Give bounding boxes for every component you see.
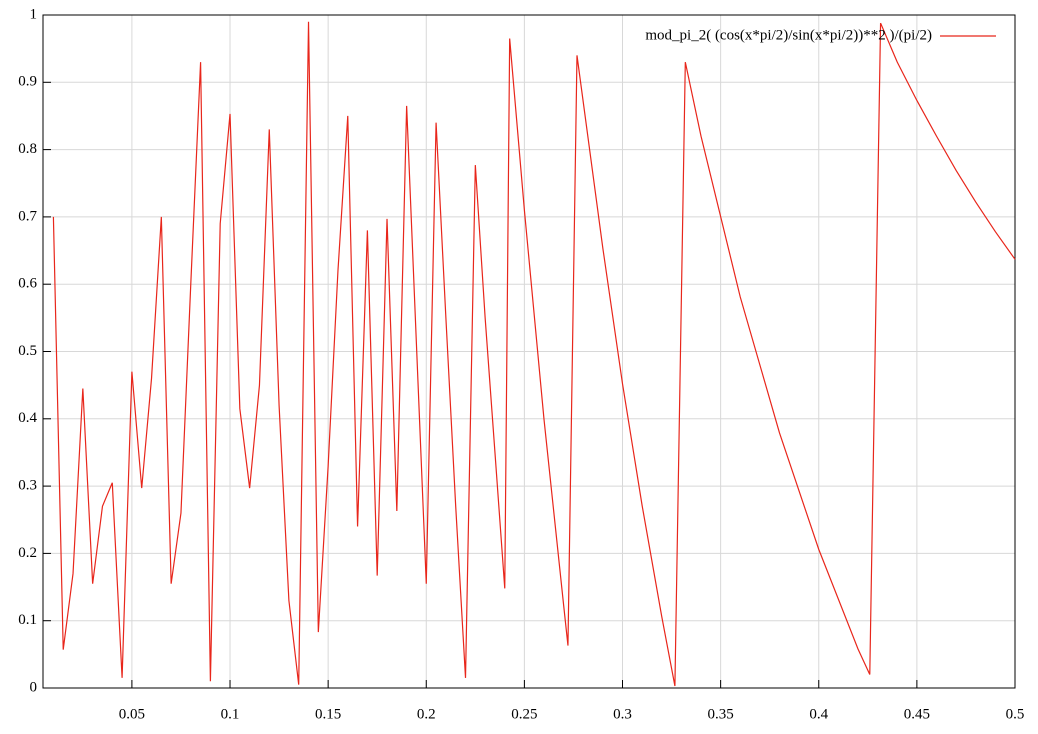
x-tick-label: 0.2 xyxy=(417,706,436,722)
x-tick-label: 0.05 xyxy=(119,706,145,722)
data-line xyxy=(52,21,1016,687)
x-tick-label: 0.15 xyxy=(315,706,341,722)
x-tick-label: 0.5 xyxy=(1006,706,1025,722)
x-tick-label: 0.3 xyxy=(613,706,632,722)
y-tick-label: 0.5 xyxy=(18,343,37,359)
plot-border xyxy=(42,14,1016,689)
y-tick-label: 0.3 xyxy=(18,478,37,494)
y-tick-label: 0.8 xyxy=(18,141,37,157)
x-tick-label: 0.25 xyxy=(511,706,537,722)
x-tick-label: 0.1 xyxy=(221,706,240,722)
y-tick-label: 0.9 xyxy=(18,74,37,90)
y-tick-label: 0.6 xyxy=(18,276,37,292)
x-tick-label: 0.45 xyxy=(904,706,930,722)
y-tick-label: 0.2 xyxy=(18,545,37,561)
y-tick-label: 0 xyxy=(30,679,38,695)
x-tick-label: 0.4 xyxy=(809,706,828,722)
y-tick-label: 0.7 xyxy=(18,208,37,224)
x-tick-label: 0.35 xyxy=(708,706,734,722)
y-tick-label: 0.1 xyxy=(18,612,37,628)
legend-label: mod_pi_2( (cos(x*pi/2)/sin(x*pi/2))**2 )… xyxy=(645,27,932,43)
y-tick-label: 0.4 xyxy=(18,410,37,426)
y-tick-label: 1 xyxy=(30,6,38,22)
